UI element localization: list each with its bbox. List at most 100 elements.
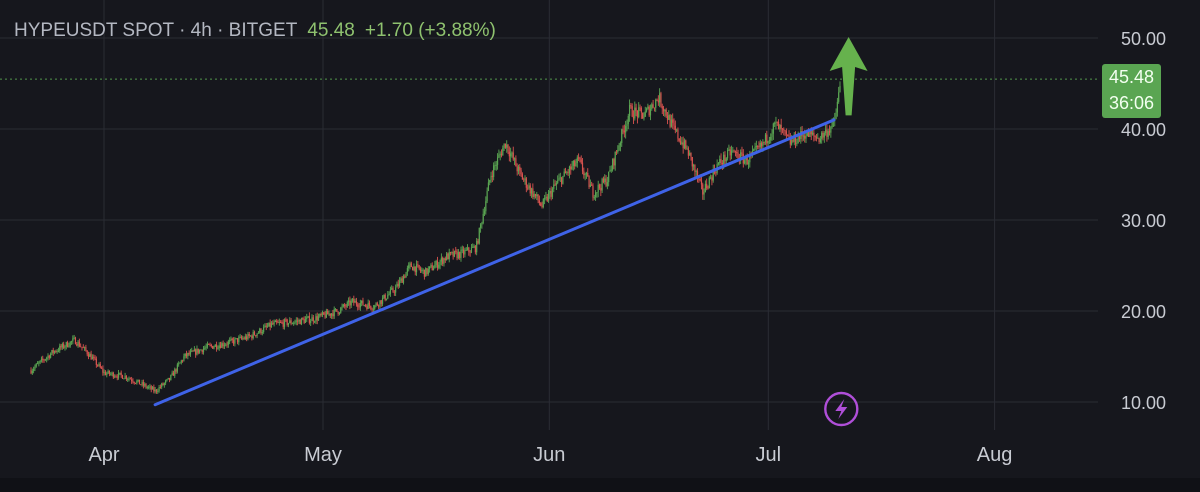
candle-body (668, 115, 670, 120)
candle-body (792, 139, 794, 142)
candle-body (741, 152, 743, 154)
candle-body (604, 178, 606, 183)
candle-body (785, 131, 788, 135)
candle-body (97, 364, 99, 366)
candle-body (538, 200, 540, 204)
candle-body (167, 377, 169, 380)
candle-body (479, 224, 482, 228)
candle-body (151, 387, 154, 390)
candle-body (234, 338, 236, 344)
candle-body (623, 130, 625, 133)
candle-body (205, 346, 207, 348)
candle-body (459, 252, 461, 258)
candle-body (826, 129, 828, 137)
candle-body (783, 129, 785, 131)
candle-body (822, 132, 824, 138)
candle-body (830, 127, 832, 133)
candle-body (448, 252, 450, 260)
trendline[interactable] (153, 118, 836, 407)
candle-body (273, 322, 275, 325)
candle-body (179, 362, 181, 364)
candle-body (46, 357, 48, 360)
candle-body (347, 300, 350, 303)
candle-body (371, 308, 373, 310)
candle-body (743, 160, 746, 164)
candle-body (774, 123, 776, 124)
candle-body (182, 360, 184, 362)
candle-body (123, 378, 125, 380)
candle-body (418, 265, 420, 269)
candle-body (311, 317, 313, 321)
candle-body (268, 322, 270, 327)
candle-body (527, 187, 529, 189)
candle-body (648, 106, 650, 116)
candle-body (396, 283, 398, 288)
candle-body (664, 109, 666, 112)
candle-body (581, 162, 584, 172)
price-tick-label: 10.00 (1121, 393, 1166, 413)
candle-body (549, 190, 551, 194)
candle-body (200, 349, 202, 351)
candle-body (639, 107, 641, 109)
price-tag-price: 45.48 (1108, 67, 1155, 87)
candle-body (419, 268, 422, 271)
candle-body (415, 264, 418, 273)
candle-body (341, 306, 343, 308)
candle-body (421, 270, 423, 272)
candle-body (344, 304, 346, 307)
candle-body (144, 384, 146, 386)
candle-body (192, 350, 194, 352)
candle-body (770, 136, 772, 141)
time-axis[interactable]: Apr May Jun Jul Aug (88, 444, 1012, 466)
candle-body (260, 328, 262, 334)
candle-body (285, 319, 287, 321)
candle-body (438, 264, 440, 268)
candle-body (395, 287, 397, 293)
candle-body (597, 184, 599, 193)
lightning-bolt-icon[interactable] (824, 391, 859, 427)
candle-body (693, 165, 695, 167)
last-price: 45.48 (307, 20, 355, 41)
candle-body (696, 171, 699, 179)
candle-body (584, 174, 586, 176)
candle-body (719, 158, 721, 164)
candle-body (547, 193, 550, 201)
candle-body (47, 355, 49, 358)
candle-body (513, 158, 516, 160)
candle-body (198, 349, 201, 353)
candle-body (838, 92, 840, 102)
candle-body (98, 364, 100, 366)
candle-body (726, 149, 729, 159)
candle-body (364, 305, 367, 306)
candle-body (533, 193, 535, 197)
candle-body (30, 370, 32, 374)
candle-body (276, 320, 278, 323)
symbol-label[interactable]: HYPEUSDT SPOT · 4h · BITGET (14, 20, 298, 41)
candle-body (36, 363, 39, 365)
candle-body (791, 139, 793, 145)
support-trendline[interactable] (153, 118, 836, 407)
candle-body (481, 222, 483, 225)
candle-body (145, 384, 147, 388)
candle-body (400, 278, 402, 281)
price-axis[interactable]: 10.00 20.00 30.00 40.00 50.00 (1121, 29, 1166, 413)
candle-body (598, 184, 601, 188)
candle-body (430, 265, 432, 267)
time-tick-label: Jul (756, 444, 782, 466)
candle-body (154, 389, 156, 392)
candle-body (469, 251, 471, 253)
candle-body (640, 107, 642, 113)
candle-body (385, 298, 388, 300)
candle-body (85, 347, 87, 351)
candle-body (647, 106, 649, 109)
candle-body (540, 203, 542, 206)
candle-body (523, 179, 525, 181)
candle-body (440, 257, 442, 262)
candle-body (532, 188, 534, 197)
candle-body (76, 344, 78, 346)
candle-body (298, 319, 300, 322)
candle-body (725, 158, 727, 162)
candle-body (455, 250, 457, 252)
candle-body (427, 268, 429, 274)
